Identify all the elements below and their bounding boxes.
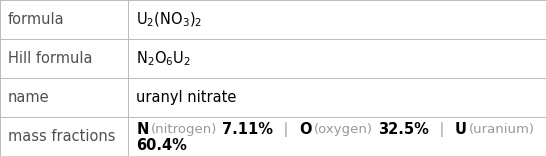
Text: 7.11%: 7.11% [222,122,274,137]
Text: formula: formula [8,12,64,27]
Text: N: N [136,122,149,137]
Text: Hill formula: Hill formula [8,51,92,66]
Text: mass fractions: mass fractions [8,129,116,144]
Text: ∣: ∣ [274,122,299,137]
Text: 32.5%: 32.5% [378,122,429,137]
Text: uranyl nitrate: uranyl nitrate [136,90,236,105]
Text: U: U [455,122,467,137]
Text: O: O [299,122,312,137]
Text: (uranium): (uranium) [470,123,535,136]
Text: (nitrogen): (nitrogen) [151,123,218,136]
Text: (oxygen): (oxygen) [314,123,373,136]
Text: $\mathregular{U_2(NO_3)_2}$: $\mathregular{U_2(NO_3)_2}$ [136,10,203,29]
Text: 60.4%: 60.4% [136,138,187,153]
Text: $\mathregular{N_2O_6U_2}$: $\mathregular{N_2O_6U_2}$ [136,49,191,68]
Text: name: name [8,90,50,105]
Text: ∣: ∣ [429,122,455,137]
